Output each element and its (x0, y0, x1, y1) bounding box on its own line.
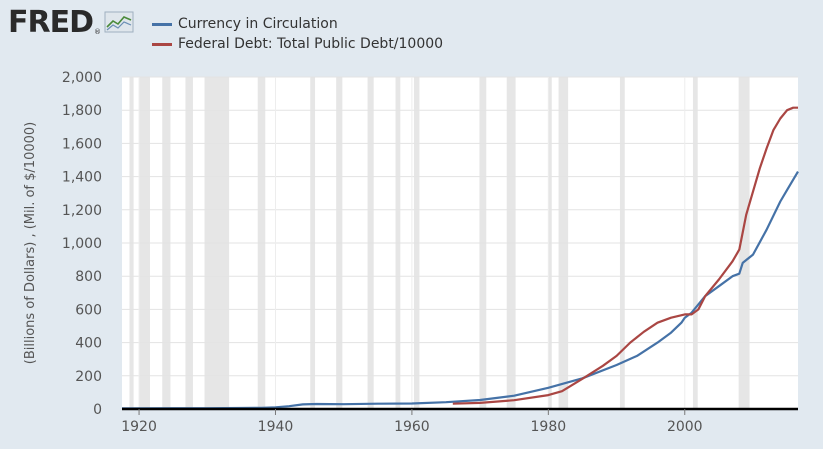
y-tick-label: 1,200 (62, 203, 102, 219)
chart-legend: Currency in Circulation Federal Debt: To… (152, 14, 443, 54)
fred-logo-text: FRED (8, 5, 94, 40)
y-axis-ticks: 0 200 400 600 800 1,000 1,200 1,400 1,600 1,800 2,… (62, 70, 102, 418)
fred-logo[interactable]: FRED ® (8, 8, 134, 38)
legend-swatch-currency (152, 22, 172, 26)
y-tick-label: 1,800 (62, 103, 102, 119)
grid-lines (122, 76, 798, 409)
series-line-currency (121, 171, 799, 410)
legend-label-federal-debt: Federal Debt: Total Public Debt/10000 (178, 36, 444, 52)
y-tick-label: 600 (75, 302, 102, 318)
x-tick-label: 1940 (258, 419, 294, 435)
x-tick-label: 1920 (121, 419, 157, 435)
y-axis-title: (Billions of Dollars) , (Mil. of $/10000… (23, 122, 38, 364)
y-tick-label: 200 (75, 369, 102, 385)
y-tick-label: 1,600 (62, 136, 102, 152)
series-line-federal-debt (452, 106, 798, 405)
y-tick-label: 0 (93, 402, 102, 418)
legend-label-currency: Currency in Circulation (178, 16, 338, 32)
legend-item-federal-debt[interactable]: Federal Debt: Total Public Debt/10000 (152, 34, 443, 54)
y-tick-label: 1,400 (62, 170, 102, 186)
x-tick-label: 1960 (394, 419, 430, 435)
y-tick-label: 400 (75, 336, 102, 352)
mini-chart-icon (104, 11, 134, 37)
legend-swatch-federal-debt (152, 42, 172, 46)
y-tick-label: 800 (75, 269, 102, 285)
x-tick-label: 2000 (667, 419, 703, 435)
fred-logo-registered: ® (94, 28, 101, 36)
x-axis-ticks: 1920 1940 1960 1980 2000 (121, 409, 703, 435)
y-tick-label: 1,000 (62, 236, 102, 252)
legend-item-currency[interactable]: Currency in Circulation (152, 14, 443, 34)
series-lines (121, 106, 799, 410)
y-tick-label: 2,000 (62, 70, 102, 86)
x-tick-label: 1980 (531, 419, 567, 435)
